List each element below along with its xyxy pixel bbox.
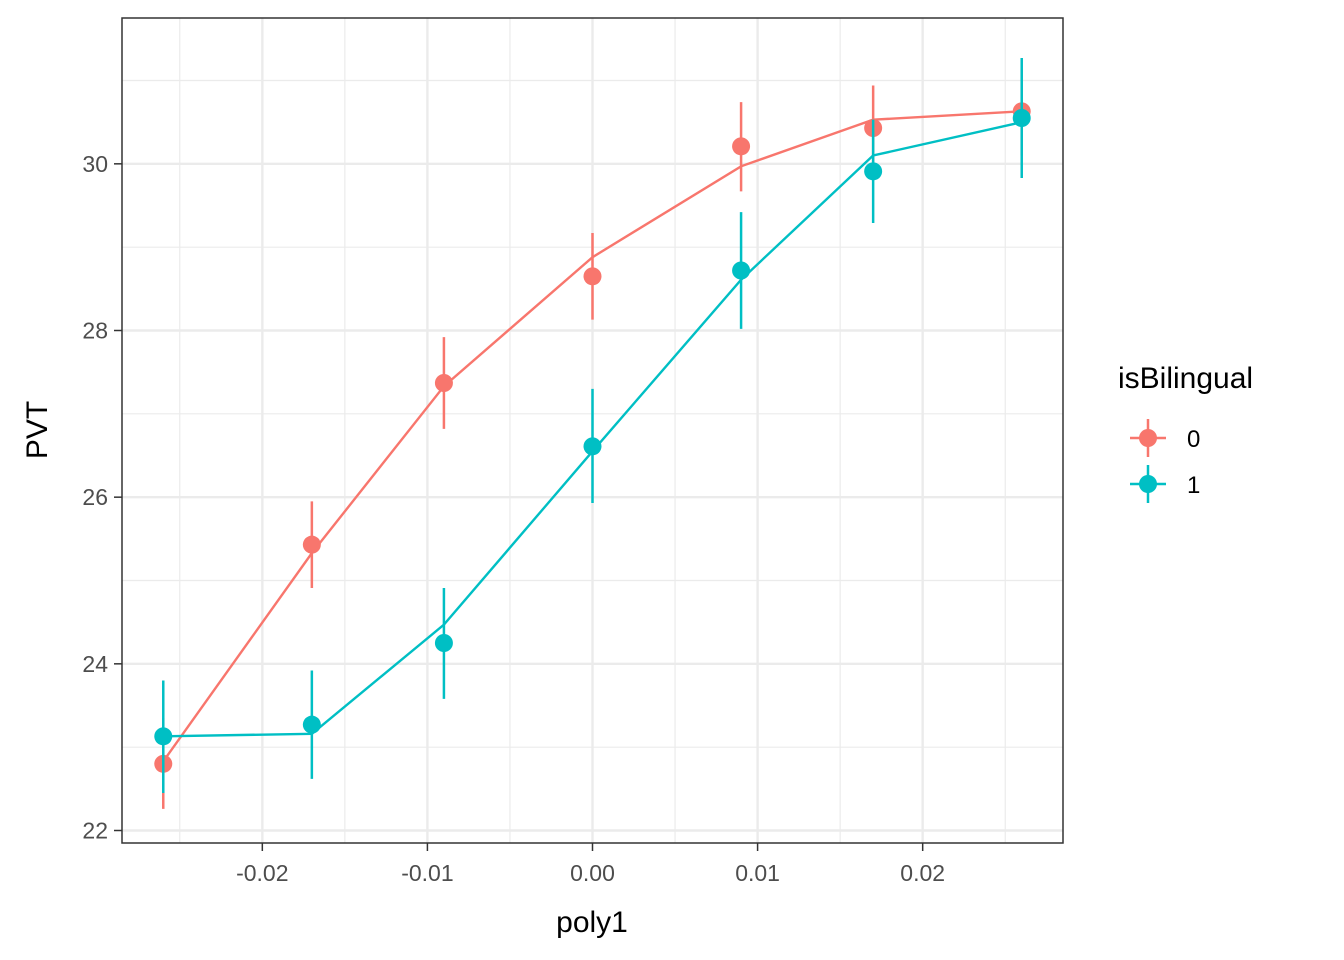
data-point-series-1-0 (154, 727, 173, 746)
y-tick-label-4: 30 (82, 151, 108, 177)
data-point-series-0-3 (583, 267, 602, 286)
y-axis-tick-labels: 22 24 26 28 30 (82, 151, 108, 844)
data-point-series-0-1 (302, 535, 321, 554)
x-tick-label-4: 0.02 (900, 860, 945, 886)
legend-item-0: 0 (1130, 419, 1200, 457)
y-tick-label-3: 28 (82, 318, 108, 344)
series-layer (154, 58, 1031, 809)
axis-ticks (114, 163, 924, 851)
legend-label-0: 0 (1187, 426, 1200, 453)
y-axis-title: PVT (21, 401, 54, 459)
series-1 (154, 58, 1031, 793)
data-point-series-1-5 (864, 162, 883, 181)
legend: isBilingual 0 1 (1118, 362, 1253, 503)
data-point-series-1-4 (732, 261, 751, 280)
data-point-series-0-4 (732, 137, 751, 156)
legend-title: isBilingual (1118, 362, 1253, 395)
x-axis-title: poly1 (556, 906, 628, 939)
y-tick-label-0: 22 (82, 818, 108, 844)
data-point-series-0-2 (434, 374, 453, 392)
x-tick-label-1: -0.01 (401, 860, 453, 886)
data-point-series-1-6 (1012, 109, 1031, 127)
legend-item-1: 1 (1130, 465, 1200, 503)
y-tick-label-2: 26 (82, 484, 108, 510)
x-tick-label-3: 0.01 (735, 860, 780, 886)
legend-label-1: 1 (1187, 472, 1200, 499)
data-point-series-1-1 (302, 715, 321, 734)
y-tick-label-1: 24 (82, 651, 108, 677)
x-tick-label-0: -0.02 (236, 860, 288, 886)
data-point-series-1-3 (583, 437, 602, 456)
x-tick-label-2: 0.00 (570, 860, 615, 886)
legend-key-point-1 (1139, 475, 1157, 493)
legend-key-point-0 (1139, 429, 1157, 447)
x-axis-tick-labels: -0.02 -0.01 0.00 0.01 0.02 (236, 860, 945, 886)
data-point-series-1-2 (434, 634, 453, 652)
